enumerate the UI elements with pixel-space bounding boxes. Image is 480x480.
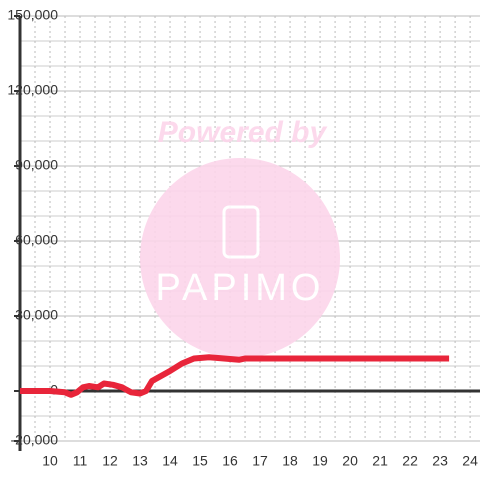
y-tick-label: 150,000 xyxy=(7,7,58,23)
x-tick-label: 11 xyxy=(73,453,88,469)
data-line xyxy=(20,354,450,398)
x-tick-label: 18 xyxy=(282,453,298,469)
watermark-icon xyxy=(222,205,260,259)
y-tick-label: -20,000 xyxy=(11,432,59,448)
watermark-title: Powered by xyxy=(158,116,328,149)
x-tick-label: 23 xyxy=(432,453,448,469)
x-tick-label: 19 xyxy=(312,453,328,469)
x-tick-label: 16 xyxy=(222,453,238,469)
y-tick-label: 60,000 xyxy=(15,232,58,248)
x-tick-label: 15 xyxy=(192,453,208,469)
y-tick-label: 120,000 xyxy=(7,82,58,98)
y-tick-label: 90,000 xyxy=(15,157,58,173)
x-tick-label: 21 xyxy=(372,453,388,469)
x-tick-label: 13 xyxy=(132,453,148,469)
x-tick-label: 14 xyxy=(162,453,178,469)
x-tick-label: 10 xyxy=(42,453,58,469)
watermark-logo: PAPIMO xyxy=(156,267,325,309)
x-tick-label: 17 xyxy=(252,453,268,469)
y-tick-label: 30,000 xyxy=(15,307,58,323)
x-tick-label: 22 xyxy=(402,453,418,469)
x-tick-label: 24 xyxy=(462,453,478,469)
x-tick-label: 20 xyxy=(342,453,358,469)
x-tick-label: 12 xyxy=(102,453,118,469)
watermark: Powered by PAPIMO xyxy=(140,116,340,358)
